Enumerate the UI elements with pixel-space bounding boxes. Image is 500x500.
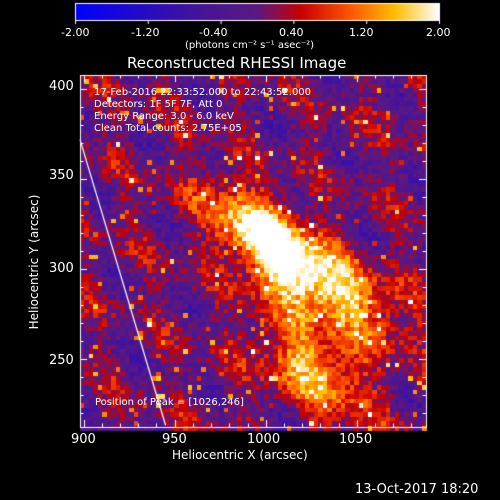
xtick-label: 950 xyxy=(162,432,187,447)
xtick-label: 1050 xyxy=(339,432,373,447)
colorbar-tick-label: 1.20 xyxy=(349,26,374,39)
annotation-time-range: 17-Feb-2016 22:33:52.000 to 22:43:52.000 xyxy=(94,87,312,98)
ytick-label: 250 xyxy=(49,353,74,368)
colorbar-tick-label: 2.00 xyxy=(426,26,451,39)
colorbar-unit-label: (photons cm⁻² s⁻¹ asec⁻²) xyxy=(185,40,315,51)
y-axis-label: Heliocentric Y (arcsec) xyxy=(27,194,41,330)
annotation-energy-range: Energy Range: 3.0 - 6.0 keV xyxy=(94,111,234,122)
xtick-label: 900 xyxy=(71,432,96,447)
annotation-detectors: Detectors: 1F 5F 7F, Att 0 xyxy=(94,99,223,110)
ytick-label: 300 xyxy=(49,261,74,276)
annotation-counts: Clean Total counts: 2.75E+05 xyxy=(94,123,242,134)
ytick-label: 350 xyxy=(49,168,74,183)
footer-date: 13-Oct-2017 18:20 xyxy=(355,482,479,497)
chart-title: Reconstructed RHESSI Image xyxy=(127,54,347,72)
xtick-label: 1000 xyxy=(247,432,281,447)
colorbar-tick-label: -1.20 xyxy=(131,26,160,39)
colorbar-tick-label: -2.00 xyxy=(61,26,90,39)
colorbar-tick-label: 0.40 xyxy=(279,26,304,39)
x-axis-label: Heliocentric X (arcsec) xyxy=(172,448,308,462)
annotation-peak-position: Position of Peak = [1026,246] xyxy=(95,397,244,408)
ytick-label: 400 xyxy=(49,79,74,94)
colorbar-tick-label: -0.40 xyxy=(199,26,228,39)
